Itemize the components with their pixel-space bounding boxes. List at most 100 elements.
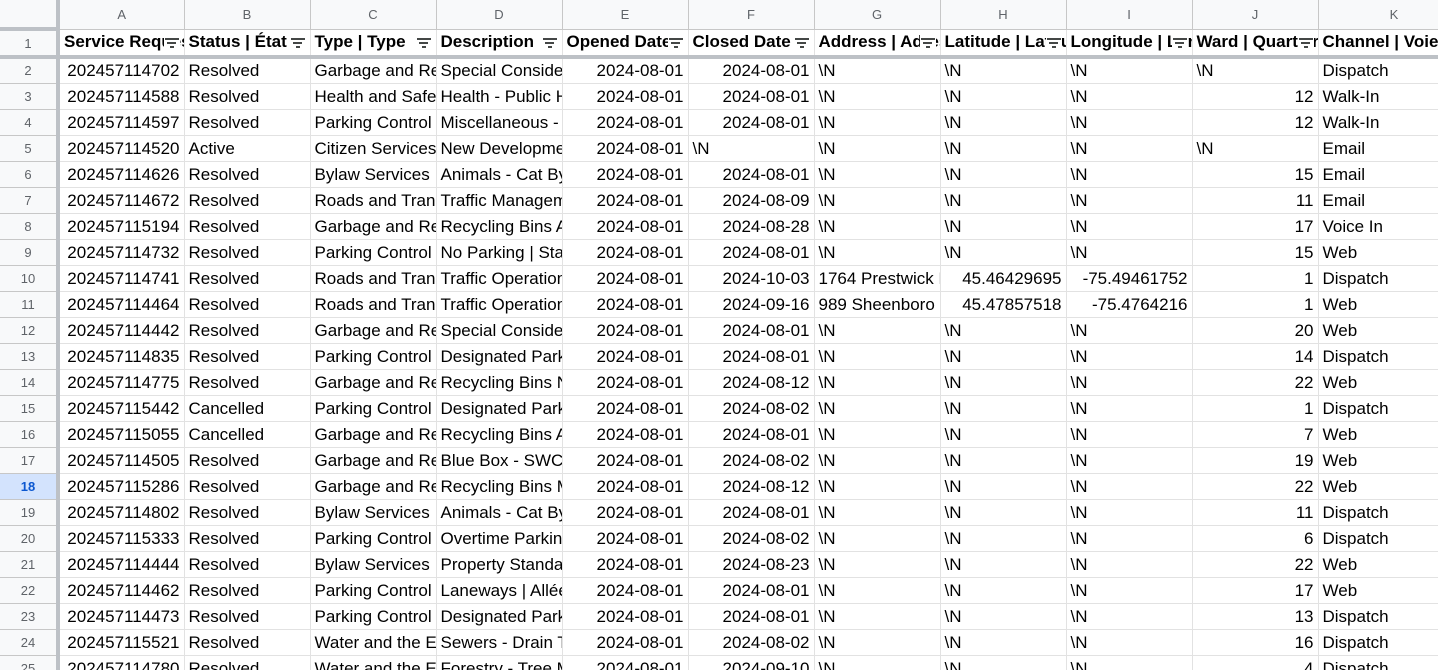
- cell-k[interactable]: Web: [1318, 447, 1438, 474]
- header-cell[interactable]: Channel | Voie: [1318, 29, 1438, 59]
- cell-j[interactable]: 6: [1192, 525, 1319, 552]
- filter-icon[interactable]: [1045, 35, 1062, 50]
- cell-d[interactable]: Traffic Operations: [436, 265, 563, 292]
- row-number[interactable]: 20: [0, 525, 60, 552]
- cell-f[interactable]: 2024-08-01: [688, 343, 815, 370]
- cell-g[interactable]: \N: [814, 109, 941, 136]
- cell-g[interactable]: \N: [814, 603, 941, 630]
- cell-e[interactable]: 2024-08-01: [562, 291, 689, 318]
- cell-c[interactable]: Bylaw Services: [310, 499, 437, 526]
- cell-i[interactable]: \N: [1066, 603, 1193, 630]
- row-number[interactable]: 18: [0, 473, 60, 500]
- cell-g[interactable]: \N: [814, 655, 941, 670]
- cell-d[interactable]: Forestry - Tree Maintenance: [436, 655, 563, 670]
- header-cell[interactable]: Status | État: [184, 29, 311, 59]
- cell-c[interactable]: Garbage and Recycling: [310, 317, 437, 344]
- cell-g[interactable]: \N: [814, 83, 941, 110]
- cell-g[interactable]: \N: [814, 395, 941, 422]
- cell-e[interactable]: 2024-08-01: [562, 421, 689, 448]
- cell-a[interactable]: 202457114775: [58, 369, 185, 396]
- cell-k[interactable]: Dispatch: [1318, 655, 1438, 670]
- cell-i[interactable]: \N: [1066, 655, 1193, 670]
- cell-a[interactable]: 202457115333: [58, 525, 185, 552]
- cell-b[interactable]: Resolved: [184, 83, 311, 110]
- cell-c[interactable]: Water and the Environment: [310, 629, 437, 656]
- cell-f[interactable]: 2024-08-01: [688, 577, 815, 604]
- cell-h[interactable]: \N: [940, 629, 1067, 656]
- header-cell[interactable]: Opened Date: [562, 29, 689, 59]
- row-number[interactable]: 25: [0, 655, 60, 670]
- row-number[interactable]: 17: [0, 447, 60, 474]
- cell-c[interactable]: Garbage and Recycling: [310, 57, 437, 84]
- cell-j[interactable]: 19: [1192, 447, 1319, 474]
- cell-e[interactable]: 2024-08-01: [562, 369, 689, 396]
- cell-h[interactable]: \N: [940, 83, 1067, 110]
- filter-icon[interactable]: [163, 35, 180, 50]
- cell-i[interactable]: \N: [1066, 577, 1193, 604]
- cell-e[interactable]: 2024-08-01: [562, 83, 689, 110]
- header-cell[interactable]: Address | Adresse: [814, 29, 941, 59]
- cell-b[interactable]: Cancelled: [184, 395, 311, 422]
- cell-h[interactable]: \N: [940, 447, 1067, 474]
- cell-f[interactable]: 2024-08-02: [688, 629, 815, 656]
- cell-i[interactable]: \N: [1066, 421, 1193, 448]
- filter-icon[interactable]: [541, 35, 558, 50]
- cell-b[interactable]: Resolved: [184, 109, 311, 136]
- cell-f[interactable]: 2024-10-03: [688, 265, 815, 292]
- cell-h[interactable]: \N: [940, 421, 1067, 448]
- cell-c[interactable]: Parking Control: [310, 343, 437, 370]
- cell-k[interactable]: Web: [1318, 551, 1438, 578]
- column-header-b[interactable]: B: [184, 0, 311, 30]
- cell-d[interactable]: Health - Public Health: [436, 83, 563, 110]
- cell-b[interactable]: Resolved: [184, 603, 311, 630]
- cell-g[interactable]: \N: [814, 421, 941, 448]
- cell-a[interactable]: 202457114672: [58, 187, 185, 214]
- filter-icon[interactable]: [667, 35, 684, 50]
- cell-j[interactable]: 13: [1192, 603, 1319, 630]
- cell-a[interactable]: 202457114442: [58, 317, 185, 344]
- column-header-a[interactable]: A: [58, 0, 185, 30]
- row-number[interactable]: 13: [0, 343, 60, 370]
- cell-b[interactable]: Resolved: [184, 265, 311, 292]
- cell-j[interactable]: 15: [1192, 239, 1319, 266]
- cell-c[interactable]: Health and Safety: [310, 83, 437, 110]
- cell-a[interactable]: 202457114802: [58, 499, 185, 526]
- cell-f[interactable]: 2024-09-10: [688, 655, 815, 670]
- cell-f[interactable]: 2024-08-01: [688, 161, 815, 188]
- cell-h[interactable]: \N: [940, 161, 1067, 188]
- row-number[interactable]: 15: [0, 395, 60, 422]
- cell-i[interactable]: \N: [1066, 525, 1193, 552]
- cell-d[interactable]: Animals - Cat Bylaw: [436, 499, 563, 526]
- cell-k[interactable]: Dispatch: [1318, 603, 1438, 630]
- cell-j[interactable]: 1: [1192, 291, 1319, 318]
- cell-h[interactable]: \N: [940, 213, 1067, 240]
- cell-k[interactable]: Dispatch: [1318, 57, 1438, 84]
- cell-h[interactable]: \N: [940, 187, 1067, 214]
- cell-e[interactable]: 2024-08-01: [562, 395, 689, 422]
- cell-f[interactable]: 2024-08-28: [688, 213, 815, 240]
- cell-e[interactable]: 2024-08-01: [562, 343, 689, 370]
- cell-k[interactable]: Email: [1318, 161, 1438, 188]
- cell-b[interactable]: Resolved: [184, 369, 311, 396]
- cell-i[interactable]: \N: [1066, 369, 1193, 396]
- row-number[interactable]: 7: [0, 187, 60, 214]
- cell-i[interactable]: \N: [1066, 109, 1193, 136]
- cell-c[interactable]: Garbage and Recycling: [310, 213, 437, 240]
- cell-a[interactable]: 202457114732: [58, 239, 185, 266]
- cell-h[interactable]: \N: [940, 135, 1067, 162]
- cell-d[interactable]: Special Considerations: [436, 57, 563, 84]
- header-cell[interactable]: Closed Date: [688, 29, 815, 59]
- column-header-f[interactable]: F: [688, 0, 815, 30]
- cell-d[interactable]: Miscellaneous - Parking: [436, 109, 563, 136]
- row-number[interactable]: 2: [0, 57, 60, 84]
- cell-j[interactable]: 15: [1192, 161, 1319, 188]
- header-cell[interactable]: Service Request ID: [58, 29, 185, 59]
- cell-j[interactable]: 17: [1192, 213, 1319, 240]
- cell-g[interactable]: \N: [814, 551, 941, 578]
- cell-f[interactable]: 2024-09-16: [688, 291, 815, 318]
- cell-j[interactable]: 7: [1192, 421, 1319, 448]
- cell-e[interactable]: 2024-08-01: [562, 499, 689, 526]
- row-number[interactable]: 4: [0, 109, 60, 136]
- cell-b[interactable]: Resolved: [184, 525, 311, 552]
- cell-e[interactable]: 2024-08-01: [562, 525, 689, 552]
